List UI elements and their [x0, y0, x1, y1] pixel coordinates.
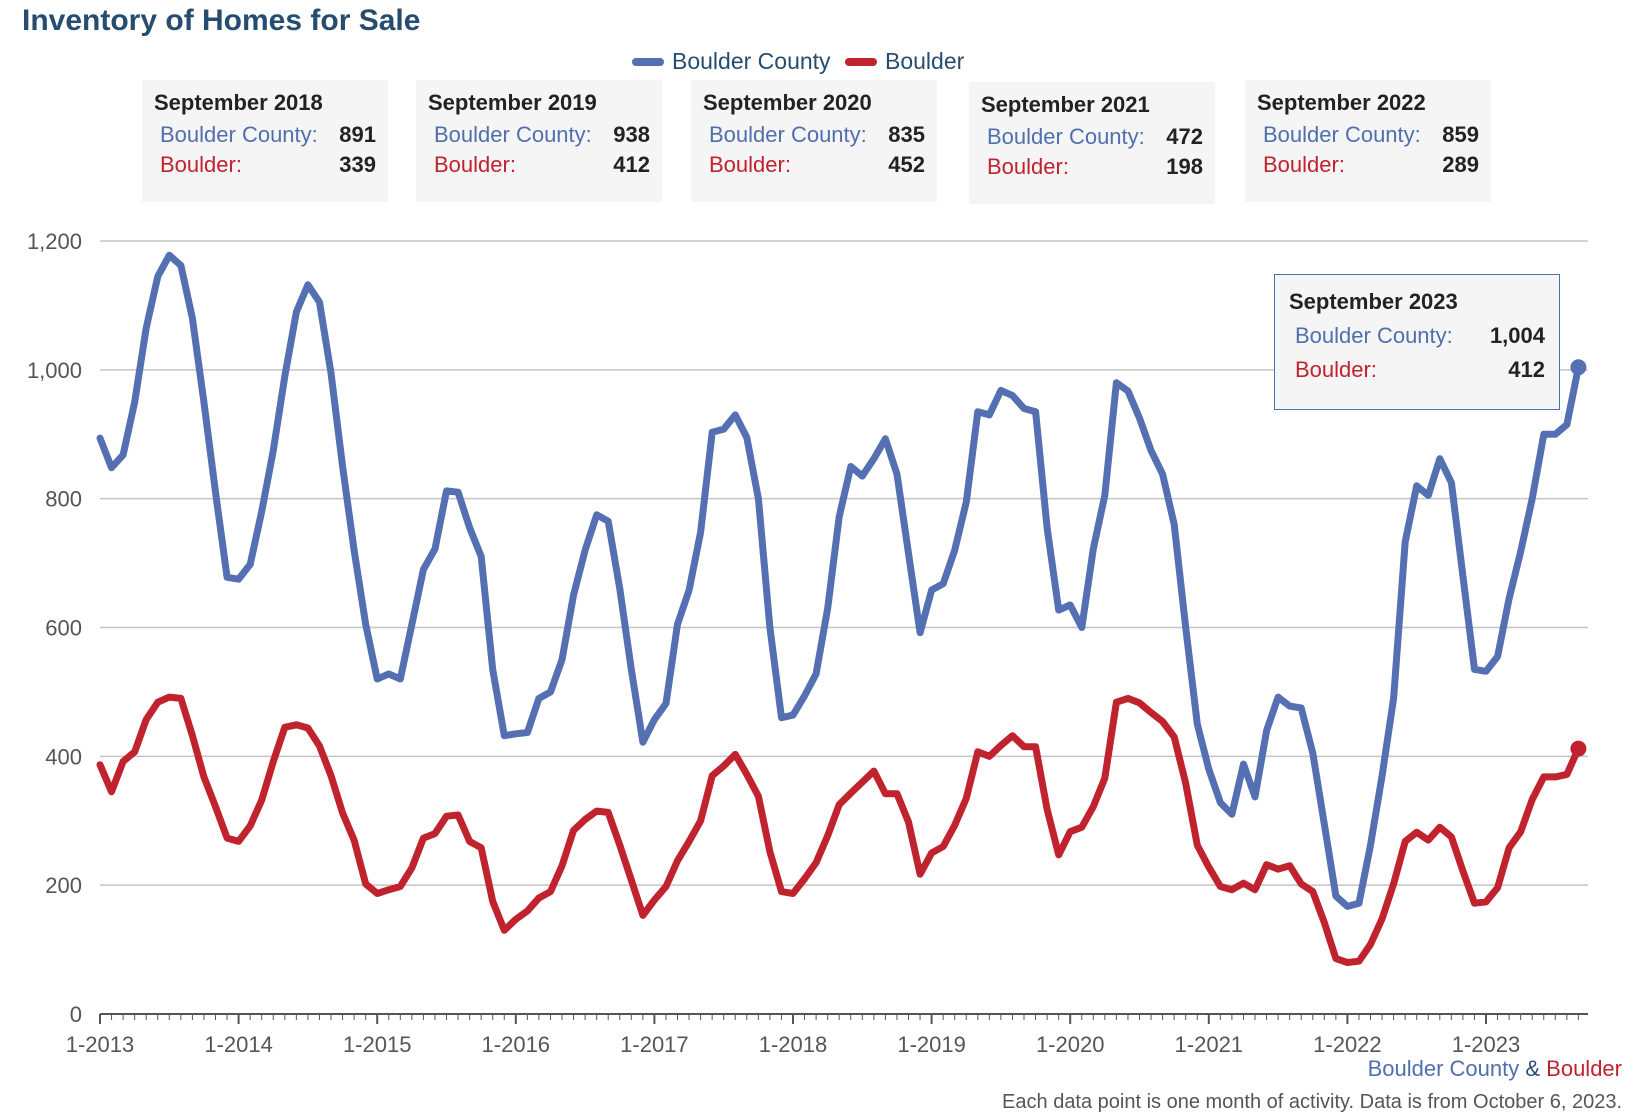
- x-tick-label: 1-2014: [204, 1032, 273, 1057]
- summary-county-value: 472: [1166, 124, 1203, 149]
- legend-swatch-county: [632, 57, 664, 66]
- summary-county-value: 891: [339, 122, 376, 147]
- hover-tooltip: September 2023 Boulder County: 1,004 Boul…: [1274, 274, 1560, 410]
- summary-heading: September 2022: [1257, 90, 1426, 115]
- last-point-city[interactable]: [1570, 740, 1587, 757]
- summary-county-value: 938: [613, 122, 650, 147]
- summary-heading: September 2019: [428, 90, 597, 115]
- series-lines: [96, 251, 1587, 966]
- x-axis: 1-2013 1-2014 1-2015 1-2016 1-2017 1-2018 1-20…: [66, 1013, 1588, 1057]
- summary-county-value: 859: [1442, 122, 1479, 147]
- x-tick-label: 1-2018: [759, 1032, 828, 1057]
- summary-city-label: Boulder:: [160, 152, 242, 177]
- summary-heading: September 2021: [981, 92, 1150, 117]
- summary-city-value: 289: [1442, 152, 1479, 177]
- summary-county-label: Boulder County:: [160, 122, 318, 147]
- legend-swatch-city: [845, 57, 877, 66]
- summary-box-2022: September 2022 Boulder County: 859 Boulde…: [1245, 80, 1491, 202]
- y-tick-label: 400: [45, 744, 82, 769]
- summary-county-label: Boulder County:: [987, 124, 1145, 149]
- y-tick-label: 0: [70, 1002, 82, 1027]
- y-tick-label: 1,000: [27, 358, 82, 383]
- tooltip-city-label: Boulder:: [1295, 357, 1377, 382]
- y-tick-label: 200: [45, 873, 82, 898]
- y-axis-ticks: 0 200 400 600 800 1,000 1,200: [27, 229, 82, 1027]
- summary-county-label: Boulder County:: [1263, 122, 1421, 147]
- summary-city-label: Boulder:: [1263, 152, 1345, 177]
- last-point-county[interactable]: [1570, 359, 1587, 376]
- x-tick-label: 1-2015: [343, 1032, 412, 1057]
- summary-county-label: Boulder County:: [434, 122, 592, 147]
- y-tick-label: 600: [45, 616, 82, 641]
- summary-city-label: Boulder:: [434, 152, 516, 177]
- x-tick-label: 1-2013: [66, 1032, 135, 1057]
- summary-city-label: Boulder:: [987, 154, 1069, 179]
- footer-legend: Boulder County & Boulder: [1368, 1056, 1622, 1082]
- summary-heading: September 2018: [154, 90, 323, 115]
- x-tick-label: 1-2016: [482, 1032, 551, 1057]
- y-tick-label: 800: [45, 487, 82, 512]
- summary-box-2019: September 2019 Boulder County: 938 Boulde…: [416, 80, 662, 202]
- summary-county-label: Boulder County:: [709, 122, 867, 147]
- x-tick-label: 1-2023: [1452, 1032, 1521, 1057]
- series-line-city[interactable]: [96, 693, 1582, 966]
- series-line-county[interactable]: [96, 251, 1582, 910]
- legend-item-city[interactable]: Boulder: [845, 48, 964, 75]
- legend-label-city: Boulder: [885, 48, 965, 74]
- y-tick-label: 1,200: [27, 229, 82, 254]
- footer-legend-amp: &: [1519, 1056, 1547, 1081]
- summary-box-2021: September 2021 Boulder County: 472 Boulde…: [969, 82, 1215, 204]
- footer-legend-city: Boulder: [1546, 1056, 1622, 1081]
- x-tick-label: 1-2017: [620, 1032, 689, 1057]
- legend-item-county[interactable]: Boulder County: [632, 48, 831, 75]
- summary-city-value: 452: [888, 152, 925, 177]
- summary-city-value: 339: [339, 152, 376, 177]
- tooltip-heading: September 2023: [1289, 289, 1458, 314]
- summary-county-value: 835: [888, 122, 925, 147]
- summary-box-2020: September 2020 Boulder County: 835 Boulde…: [691, 80, 937, 202]
- x-tick-label: 1-2021: [1175, 1032, 1244, 1057]
- x-tick-label: 1-2019: [897, 1032, 966, 1057]
- summary-box-2018: September 2018 Boulder County: 891 Boulde…: [142, 80, 388, 202]
- legend-label-county: Boulder County: [672, 48, 831, 74]
- summary-city-label: Boulder:: [709, 152, 791, 177]
- footer-legend-county: Boulder County: [1367, 1056, 1520, 1081]
- footnote: Each data point is one month of activity…: [1002, 1091, 1622, 1113]
- legend: Boulder County Boulder: [0, 48, 1638, 78]
- tooltip-county-label: Boulder County:: [1295, 323, 1453, 348]
- tooltip-county-value: 1,004: [1489, 323, 1545, 348]
- summary-heading: September 2020: [703, 90, 872, 115]
- x-tick-label: 1-2022: [1313, 1032, 1382, 1057]
- tooltip-city-value: 412: [1508, 357, 1545, 382]
- summary-city-value: 412: [613, 152, 650, 177]
- summary-city-value: 198: [1166, 154, 1203, 179]
- chart-title: Inventory of Homes for Sale: [22, 4, 421, 37]
- x-tick-label: 1-2020: [1036, 1032, 1105, 1057]
